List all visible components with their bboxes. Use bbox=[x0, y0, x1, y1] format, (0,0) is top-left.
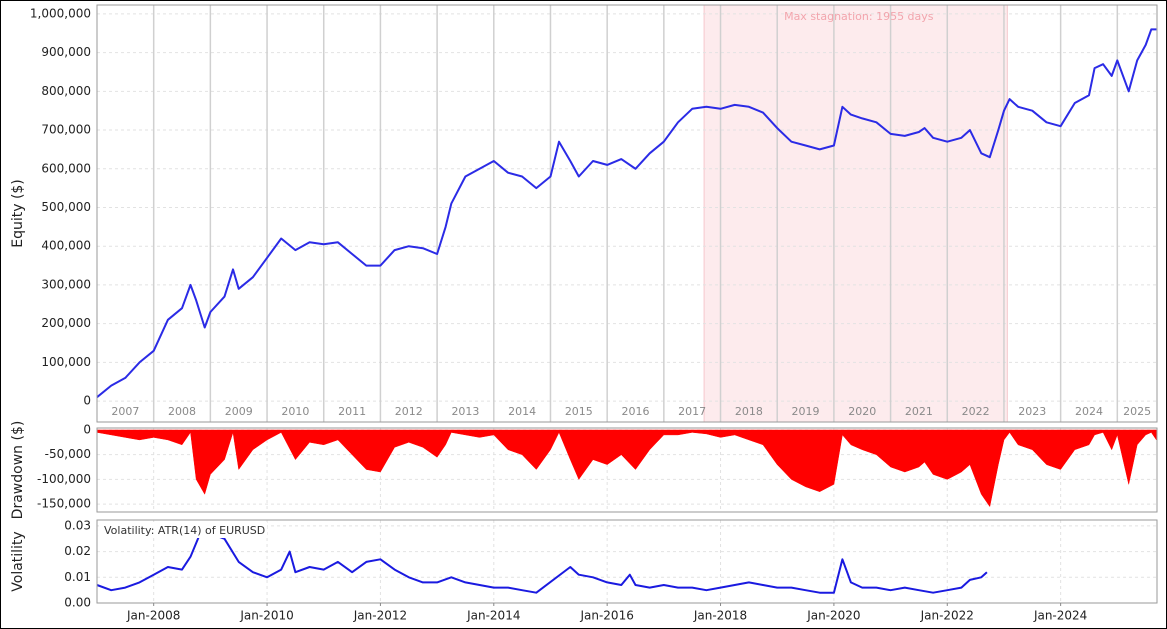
y-axis-label: Volatility bbox=[10, 531, 26, 591]
year-label: 2022 bbox=[962, 405, 990, 418]
x-tick-label: Jan-2010 bbox=[239, 609, 293, 623]
year-label: 2013 bbox=[451, 405, 479, 418]
year-label: 2015 bbox=[565, 405, 593, 418]
y-tick-label: 1,000,000 bbox=[30, 6, 91, 20]
y-tick-label: 100,000 bbox=[41, 355, 91, 369]
legend-box bbox=[99, 522, 267, 538]
year-label: 2023 bbox=[1018, 405, 1046, 418]
year-label: 2009 bbox=[225, 405, 253, 418]
x-tick-label: Jan-2022 bbox=[920, 609, 974, 623]
x-tick-label: Jan-2012 bbox=[353, 609, 407, 623]
drawdown-area bbox=[96, 429, 1157, 508]
year-label: 2018 bbox=[735, 405, 763, 418]
y-tick-label: -50,000 bbox=[45, 447, 91, 461]
stagnation-band bbox=[703, 4, 1008, 423]
plot-frame bbox=[96, 427, 1158, 513]
year-label: 2012 bbox=[395, 405, 423, 418]
x-tick-label: Jan-2014 bbox=[466, 609, 520, 623]
x-tick-label: Jan-2016 bbox=[579, 609, 633, 623]
y-tick-label: 0.03 bbox=[64, 518, 91, 532]
year-label: 2019 bbox=[792, 405, 820, 418]
year-label: 2017 bbox=[678, 405, 706, 418]
y-axis-label: Drawdown ($) bbox=[10, 421, 26, 520]
y-axis-label: Equity ($) bbox=[10, 179, 26, 248]
y-tick-label: 900,000 bbox=[41, 45, 91, 59]
series-line bbox=[96, 522, 988, 594]
year-label: 2007 bbox=[111, 405, 139, 418]
year-label: 2011 bbox=[338, 405, 366, 418]
y-tick-label: 800,000 bbox=[41, 84, 91, 98]
year-label: 2014 bbox=[508, 405, 536, 418]
annotation: Max stagnation: 1955 days bbox=[784, 10, 934, 23]
x-tick-label: Jan-2008 bbox=[126, 609, 180, 623]
x-tick-label: Jan-2020 bbox=[806, 609, 860, 623]
y-tick-label: 0 bbox=[83, 422, 91, 436]
y-tick-label: 700,000 bbox=[41, 123, 91, 137]
y-tick-label: 400,000 bbox=[41, 239, 91, 253]
y-tick-label: 200,000 bbox=[41, 316, 91, 330]
plot-area bbox=[97, 520, 1157, 603]
year-label: 2024 bbox=[1075, 405, 1103, 418]
y-tick-label: -100,000 bbox=[37, 472, 91, 486]
year-label: 2025 bbox=[1123, 405, 1151, 418]
y-tick-label: 0.02 bbox=[64, 544, 91, 558]
year-label: 2010 bbox=[281, 405, 309, 418]
y-tick-label: 300,000 bbox=[41, 277, 91, 291]
y-tick-label: -150,000 bbox=[37, 497, 91, 511]
y-tick-label: 0.01 bbox=[64, 570, 91, 584]
year-label: 2020 bbox=[848, 405, 876, 418]
y-tick-label: 0.00 bbox=[64, 596, 91, 610]
y-tick-label: 0 bbox=[83, 394, 91, 408]
plot-frame bbox=[96, 4, 1158, 423]
y-tick-label: 600,000 bbox=[41, 161, 91, 175]
legend-label: Volatility: ATR(14) of EURUSD bbox=[104, 524, 265, 537]
year-label: 2021 bbox=[905, 405, 933, 418]
x-tick-label: Jan-2024 bbox=[1033, 609, 1087, 623]
plot-frame bbox=[96, 519, 1158, 604]
y-tick-label: 500,000 bbox=[41, 200, 91, 214]
year-label: 2008 bbox=[168, 405, 196, 418]
series-line bbox=[96, 28, 1157, 398]
year-label: 2016 bbox=[622, 405, 650, 418]
x-tick-label: Jan-2018 bbox=[693, 609, 747, 623]
